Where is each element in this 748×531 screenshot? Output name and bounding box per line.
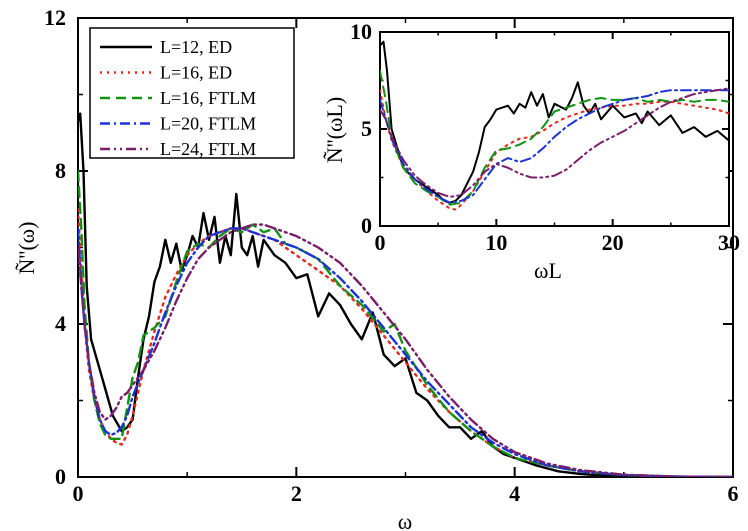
legend: L=12, ED L=16, ED L=16, FTLM L=20, FTLM L=24… bbox=[89, 27, 295, 159]
inset-y-axis-label: Ñ''(ωL) bbox=[322, 97, 347, 163]
inset-y-tick-label: 0 bbox=[361, 213, 372, 238]
inset-y-tick-label: 10 bbox=[350, 19, 372, 44]
legend-label-5: L=24, FTLM bbox=[160, 139, 256, 159]
inset-x-tick-label: 30 bbox=[718, 230, 740, 255]
main-y-axis-label: Ñ''(ω) bbox=[14, 222, 39, 275]
main-x-tick-label: 6 bbox=[728, 481, 739, 506]
inset-series-line-5 bbox=[380, 87, 729, 198]
main-series-line-1 bbox=[78, 112, 733, 477]
main-y-tick-label: 0 bbox=[55, 464, 66, 489]
legend-label-2: L=16, ED bbox=[160, 63, 232, 83]
legend-label-1: L=12, ED bbox=[160, 37, 232, 57]
inset-plot-frame bbox=[379, 31, 730, 227]
inset-x-axis-label: ωL bbox=[534, 258, 562, 283]
inset-x-tick-label: 10 bbox=[485, 230, 507, 255]
main-tick-labels: 0 2 4 6 0 4 8 12 bbox=[44, 5, 739, 506]
main-x-tick-label: 2 bbox=[291, 481, 302, 506]
legend-label-4: L=20, FTLM bbox=[160, 114, 256, 134]
main-series-group bbox=[78, 112, 733, 477]
main-y-tick-label: 12 bbox=[44, 5, 66, 30]
main-x-axis-label: ω bbox=[398, 509, 412, 531]
inset-series-line-4 bbox=[380, 89, 729, 204]
inset-panel: 0 10 20 30 0 5 10 ωL Ñ''(ωL) bbox=[322, 19, 740, 283]
legend-box bbox=[89, 27, 295, 159]
main-ticks bbox=[77, 17, 734, 478]
inset-y-tick-label: 5 bbox=[361, 116, 372, 141]
inset-x-tick-label: 20 bbox=[602, 230, 624, 255]
inset-series-line-1 bbox=[380, 40, 729, 204]
inset-series-line-3 bbox=[380, 69, 729, 206]
inset-x-tick-label: 0 bbox=[375, 230, 386, 255]
main-series-line-4 bbox=[78, 227, 733, 477]
legend-items: L=12, ED L=16, ED L=16, FTLM L=20, FTLM L=24… bbox=[100, 37, 256, 159]
inset-series-group bbox=[380, 40, 729, 211]
legend-label-3: L=16, FTLM bbox=[160, 88, 256, 108]
main-series-line-5 bbox=[78, 223, 733, 477]
inset-tick-labels: 0 10 20 30 0 5 10 bbox=[350, 19, 740, 255]
main-x-tick-label: 0 bbox=[73, 481, 84, 506]
main-y-tick-label: 4 bbox=[55, 311, 66, 336]
main-y-tick-label: 8 bbox=[55, 158, 66, 183]
main-x-tick-label: 4 bbox=[509, 481, 520, 506]
